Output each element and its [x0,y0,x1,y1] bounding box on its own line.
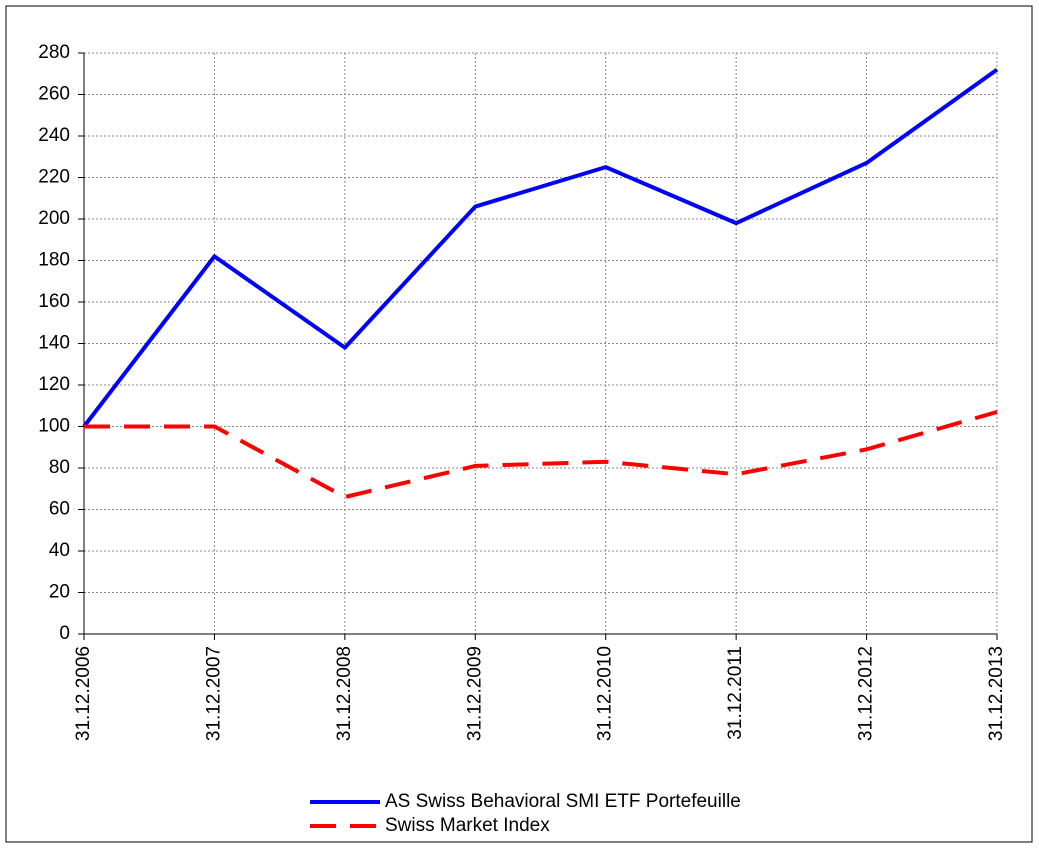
x-tick-label: 31.12.2006 [73,646,94,741]
x-tick-label: 31.12.2012 [856,646,877,741]
chart-frame [5,5,1033,843]
y-tick-label: 40 [49,540,70,561]
x-tick-label: 31.12.2013 [986,646,1007,741]
y-tick-label: 140 [38,333,70,354]
y-tick-label: 260 [38,84,70,105]
y-tick-label: 20 [49,582,70,603]
series-line [84,410,998,500]
y-tick-label: 240 [38,125,70,146]
y-tick-label: 80 [49,457,70,478]
y-tick-label: 0 [59,623,70,644]
x-tick-label: 31.12.2010 [595,646,616,741]
x-tick-label: 31.12.2009 [464,646,485,741]
y-tick-label: 160 [38,291,70,312]
y-tick-label: 60 [49,499,70,520]
legend-label: Swiss Market Index [385,815,550,836]
y-tick-label: 280 [38,42,70,63]
y-tick-label: 100 [38,416,70,437]
y-tick-label: 220 [38,167,70,188]
legend-label: AS Swiss Behavioral SMI ETF Portefeuille [385,791,741,812]
x-tick-label: 31.12.2011 [725,646,746,740]
x-tick-label: 31.12.2008 [334,646,355,741]
y-tick-label: 180 [38,250,70,271]
x-tick-label: 31.12.2007 [203,646,224,741]
y-tick-label: 120 [38,374,70,395]
y-tick-label: 200 [38,208,70,229]
series-line [82,67,999,428]
